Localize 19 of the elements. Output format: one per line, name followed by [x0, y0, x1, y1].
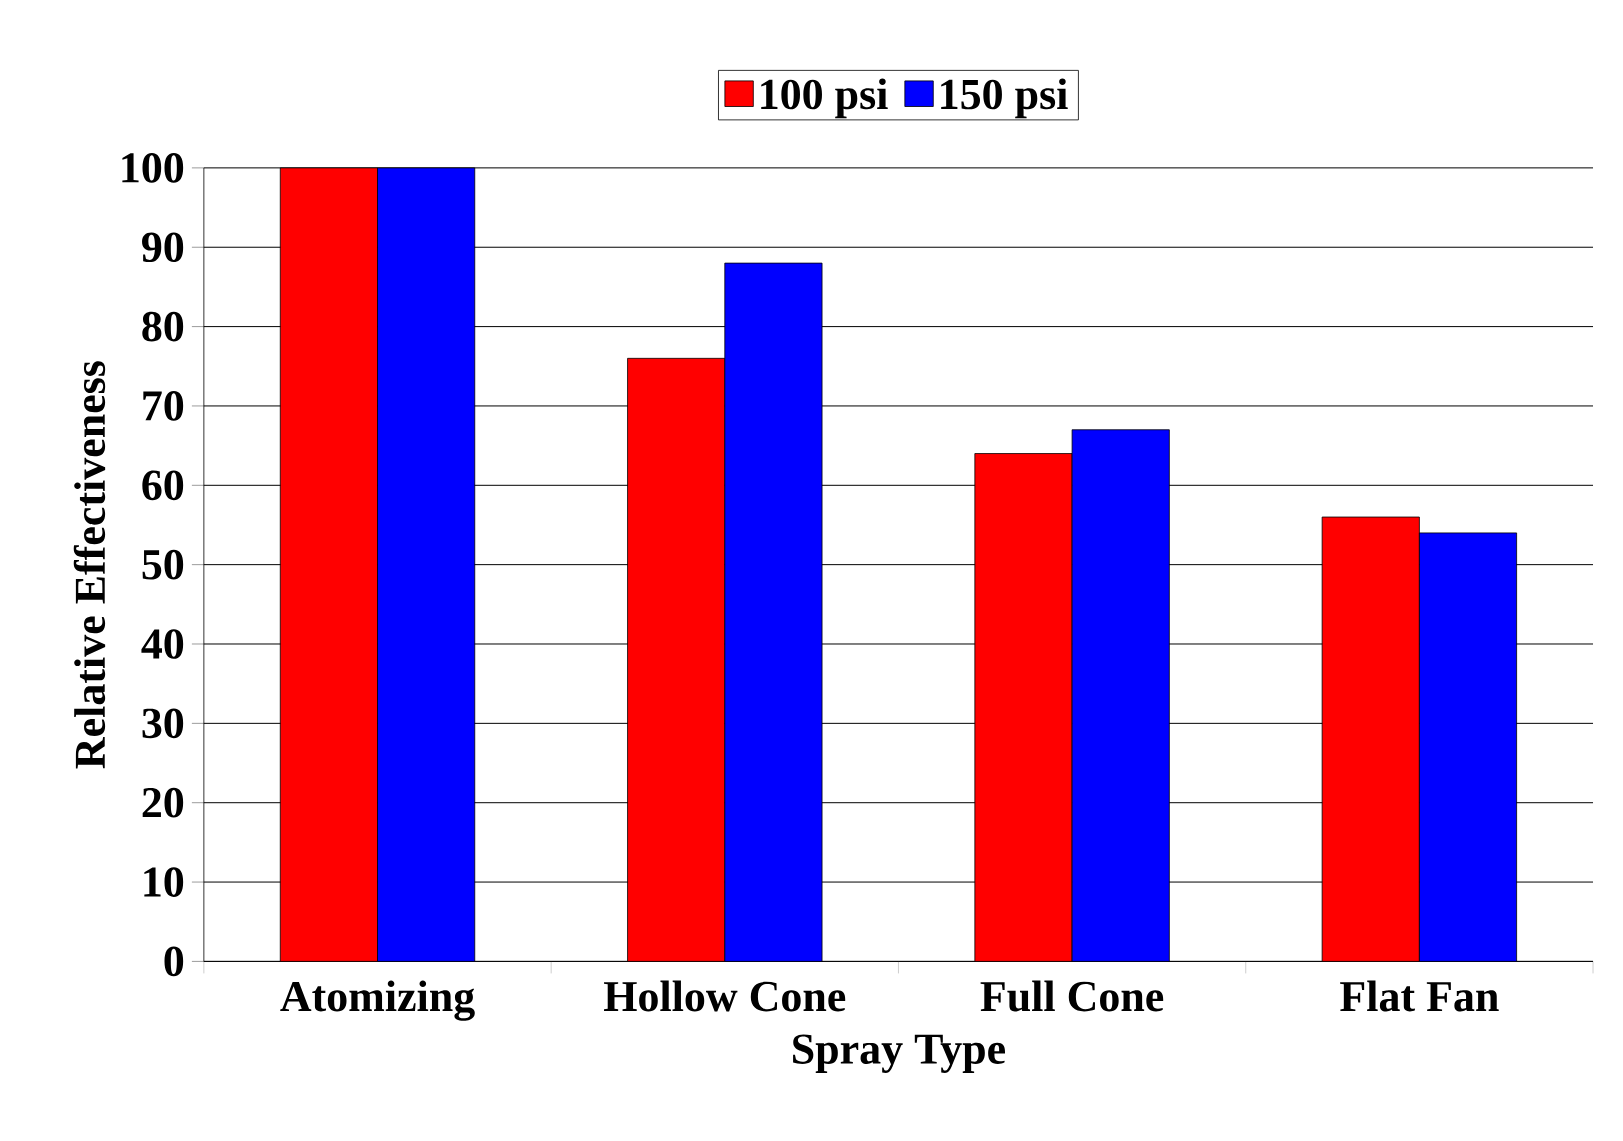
x-tick-label: Flat Fan — [1340, 980, 1499, 1012]
x-axis-title: Spray Type — [793, 1034, 1005, 1073]
x-tick-label: Hollow Cone — [604, 980, 846, 1012]
y-tick-label: 80 — [142, 311, 184, 342]
legend-label: 100 psi — [761, 78, 888, 119]
y-axis-title: Relative Effectiveness — [73, 361, 106, 769]
y-tick-label: 20 — [142, 787, 184, 818]
y-tick-label: 30 — [142, 708, 184, 739]
y-tick-label: 10 — [144, 867, 184, 897]
x-tick-label: Full Cone — [980, 980, 1164, 1012]
y-tick-label: 60 — [142, 470, 184, 500]
y-tick-label: 100 — [122, 152, 184, 183]
y-tick-label: 70 — [143, 390, 184, 421]
legend-label: 150 psi — [941, 78, 1068, 119]
y-tick-label: 50 — [142, 549, 184, 580]
y-tick-label: 90 — [142, 232, 184, 262]
y-tick-label: 0 — [164, 946, 184, 977]
x-tick-label: Atomizing — [280, 980, 475, 1021]
y-tick-label: 40 — [141, 629, 184, 659]
